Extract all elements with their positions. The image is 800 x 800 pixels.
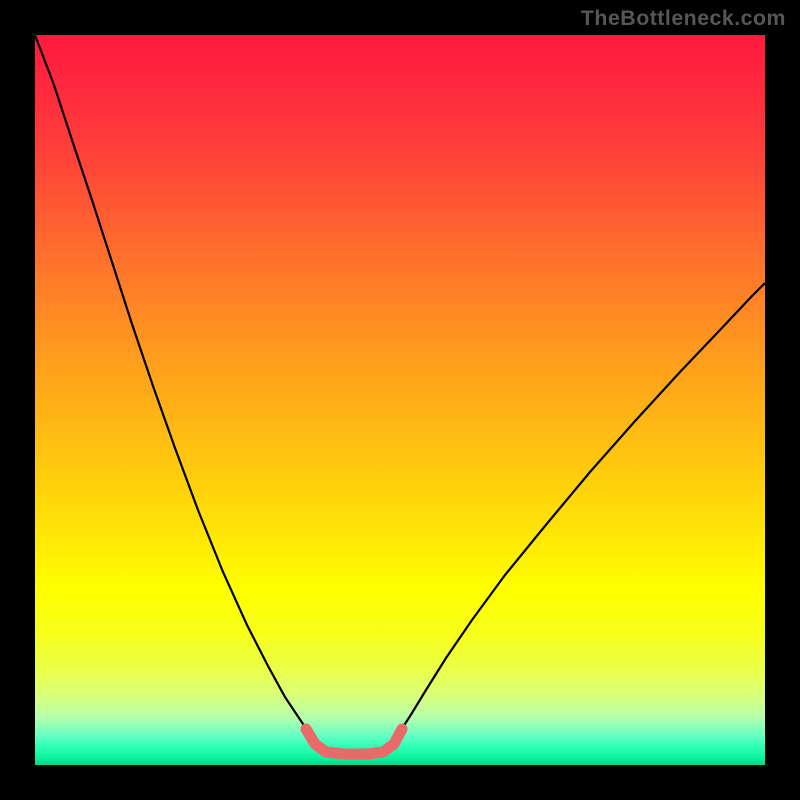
chart-canvas: TheBottleneck.com xyxy=(0,0,800,800)
plot-gradient-area xyxy=(35,35,765,765)
watermark-text: TheBottleneck.com xyxy=(581,6,786,31)
